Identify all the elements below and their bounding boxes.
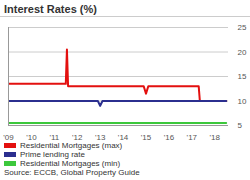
svg-text:10: 10 [238, 97, 247, 106]
svg-text:25: 25 [238, 23, 247, 32]
html-text:Source: ECCB, Global Property: Source: ECCB, Global Property Guide [4, 168, 140, 177]
svg-text:'11: '11 [49, 133, 59, 141]
svg-text:'10: '10 [26, 133, 37, 141]
html-text:Prime lending rate: Prime lending rate [20, 150, 85, 159]
svg-text:'18: '18 [210, 133, 221, 141]
svg-text:'09: '09 [3, 133, 14, 141]
svg-text:15: 15 [238, 72, 247, 81]
html-text:Residential Mortgages (min): Residential Mortgages (min) [20, 159, 120, 168]
svg-text:'16: '16 [164, 133, 175, 141]
svg-text:'13: '13 [95, 133, 106, 141]
html-text:Interest Rates (%): Interest Rates (%) [4, 3, 97, 15]
html-text:Residential Mortgages (max): Residential Mortgages (max) [20, 141, 123, 150]
svg-text:'12: '12 [72, 133, 83, 141]
svg-text:20: 20 [238, 48, 247, 57]
svg-text:'14: '14 [118, 133, 129, 141]
svg-text:5: 5 [238, 121, 243, 130]
svg-text:'15: '15 [141, 133, 152, 141]
svg-text:'17: '17 [187, 133, 198, 141]
